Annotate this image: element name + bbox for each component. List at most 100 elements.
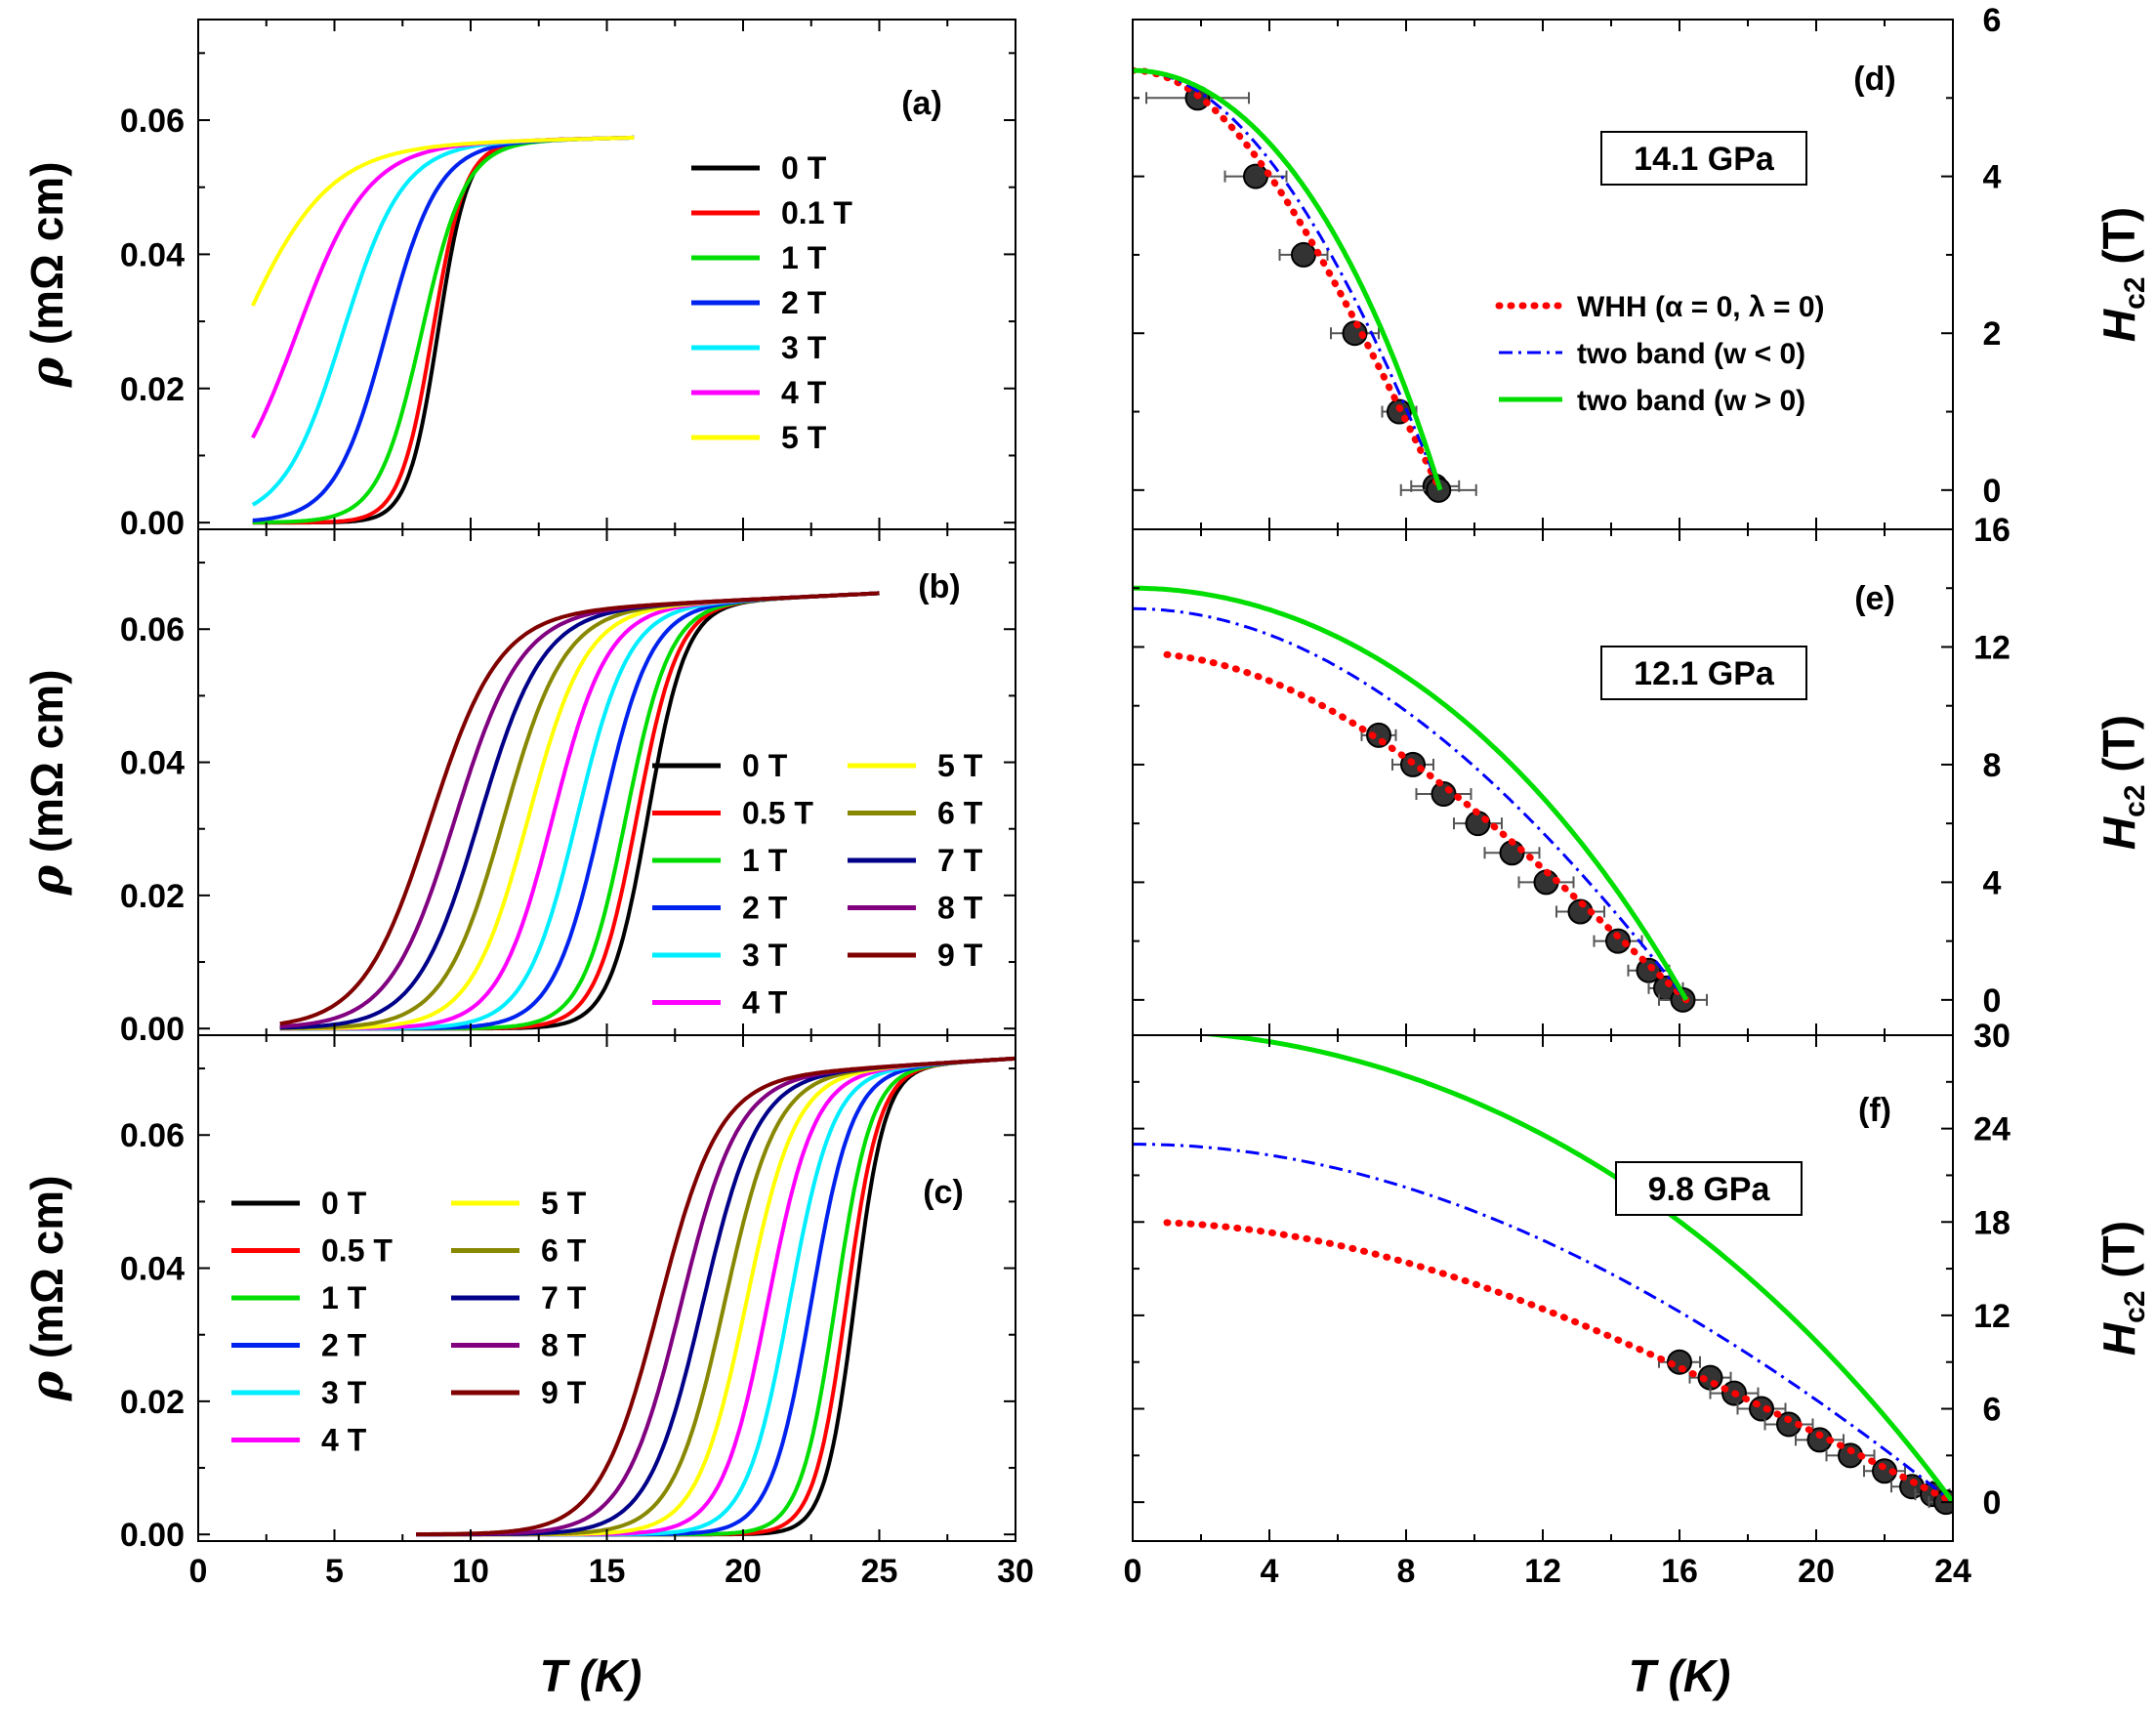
legend-label: 7 T [541, 1280, 587, 1315]
panel-f [1133, 1035, 1953, 1516]
legend-label: 0 T [742, 748, 788, 783]
legend-label: 0 T [321, 1186, 367, 1221]
panel-label-b: (b) [918, 568, 960, 605]
series-line-1-T [252, 135, 635, 524]
y-tick-label: 0.06 [120, 1117, 185, 1154]
plot-frame-b [197, 528, 1016, 1036]
y-axis-title-symbol: ρ [21, 865, 73, 897]
y-tick-label: 4 [1983, 159, 2002, 196]
y-axis-title-unit: (mΩ cm) [21, 669, 72, 864]
pressure-box [1600, 131, 1807, 186]
y-tick-label: 0.04 [120, 745, 185, 782]
fit-two-band-pos [1133, 67, 1443, 491]
legend-label: 5 T [541, 1186, 587, 1221]
x-tick-label: 5 [325, 1553, 344, 1590]
legend-label: 1 T [742, 843, 788, 878]
legend-label: 3 T [742, 938, 788, 973]
y-axis-title: Hc2 (T) [2094, 1221, 2151, 1356]
pressure-label: 14.1 GPa [1634, 141, 1775, 178]
y-axis-title-symbol: ρ [21, 357, 73, 389]
legend-label: 6 T [541, 1233, 587, 1269]
y-tick-label: 0.02 [120, 371, 185, 408]
y-tick-label: 0 [1983, 1484, 2002, 1522]
y-tick-label: 0.06 [120, 611, 185, 648]
legend-label: 2 T [742, 891, 788, 926]
fit-whh [1163, 650, 1690, 1004]
y-axis-title: Hc2 (T) [2094, 207, 2151, 342]
data-point [1291, 241, 1316, 268]
y-axis-title-unit: (T) [2094, 715, 2144, 785]
y-tick-label: 12 [1973, 1298, 2011, 1335]
y-tick-label: 0.00 [120, 1011, 185, 1048]
y-axis-title-unit: (T) [2094, 1221, 2144, 1291]
panel-b [279, 591, 880, 1031]
y-tick-label: 0.00 [120, 1517, 185, 1554]
y-tick-label: 0.02 [120, 878, 185, 915]
y-axis-title-subscript: c2 [2119, 1290, 2151, 1322]
data-point [1243, 163, 1268, 189]
legend-label: 1 T [321, 1280, 367, 1315]
x-axis-title-right: T (K) [1629, 1650, 1731, 1701]
y-tick-label: 18 [1973, 1204, 2011, 1241]
pressure-label: 12.1 GPa [1634, 655, 1775, 692]
fit-two-band-neg [1133, 1143, 1953, 1504]
y-axis-title-symbol: H [2094, 1322, 2144, 1356]
legend-label: 8 T [541, 1328, 587, 1363]
y-axis-title: ρ (mΩ cm) [21, 161, 73, 388]
fit-whh [1133, 66, 1444, 494]
legend-label: 7 T [937, 843, 983, 878]
fit-curves-d [1133, 66, 1477, 503]
y-tick-label: 0.04 [120, 1251, 185, 1288]
panel-e [1133, 585, 1708, 1013]
y-axis-title: ρ (mΩ cm) [21, 1175, 73, 1401]
legend-label: 2 T [781, 285, 827, 320]
y-axis-title-symbol: H [2094, 816, 2144, 850]
y-tick-label: 6 [1983, 1392, 2002, 1429]
curves-a [250, 135, 635, 525]
legend-label: 0 T [781, 150, 827, 186]
legend-label: WHH (α = 0, λ = 0) [1577, 291, 1825, 323]
y-axis-title-unit: (mΩ cm) [21, 1175, 72, 1370]
x-tick-label: 20 [725, 1553, 762, 1590]
x-tick-label: 10 [452, 1553, 489, 1590]
y-axis-title-symbol: H [2094, 309, 2144, 342]
legend-label: 8 T [937, 891, 983, 926]
pressure-box [1615, 1161, 1803, 1216]
series-line-5-T [250, 135, 635, 307]
series-line-3-T [251, 135, 635, 507]
data-point [1430, 781, 1457, 808]
x-tick-label: 30 [997, 1553, 1034, 1590]
y-axis-title-unit: (T) [2094, 207, 2144, 277]
y-axis-title-symbol: ρ [21, 1371, 73, 1402]
y-tick-label: 0.06 [120, 103, 185, 140]
panel-label-f: (f) [1858, 1092, 1891, 1129]
legend-label: 6 T [937, 796, 983, 831]
panel-d [1133, 66, 1477, 503]
fit-curves-f [1133, 1035, 1953, 1516]
legend-label: 1 T [781, 240, 827, 275]
y-tick-label: 0.02 [120, 1384, 185, 1421]
x-tick-label: 8 [1397, 1553, 1416, 1590]
series-line-9-T [416, 1056, 1016, 1536]
legend-label: 3 T [321, 1375, 367, 1410]
x-tick-label: 0 [1124, 1553, 1142, 1590]
y-axis-title: ρ (mΩ cm) [21, 669, 73, 896]
x-tick-label: 24 [1934, 1553, 1971, 1590]
fit-curves-e [1133, 585, 1708, 1013]
y-tick-label: 2 [1983, 315, 2002, 353]
pressure-box [1600, 646, 1807, 700]
y-tick-label: 12 [1973, 629, 2011, 666]
legend-label: 2 T [321, 1328, 367, 1363]
y-tick-label: 24 [1973, 1111, 2011, 1148]
legend-label: 0.1 T [781, 195, 852, 230]
series-line-9-T [279, 591, 880, 1026]
y-axis-title-subscript: c2 [2119, 784, 2151, 816]
series-line-2-T [252, 135, 635, 522]
curves-b [279, 591, 880, 1031]
plot-frame-f [1132, 1034, 1954, 1542]
x-tick-label: 0 [189, 1553, 208, 1590]
panel-label-a: (a) [901, 85, 942, 122]
data-point [1636, 957, 1662, 983]
y-tick-label: 0.00 [120, 505, 185, 542]
